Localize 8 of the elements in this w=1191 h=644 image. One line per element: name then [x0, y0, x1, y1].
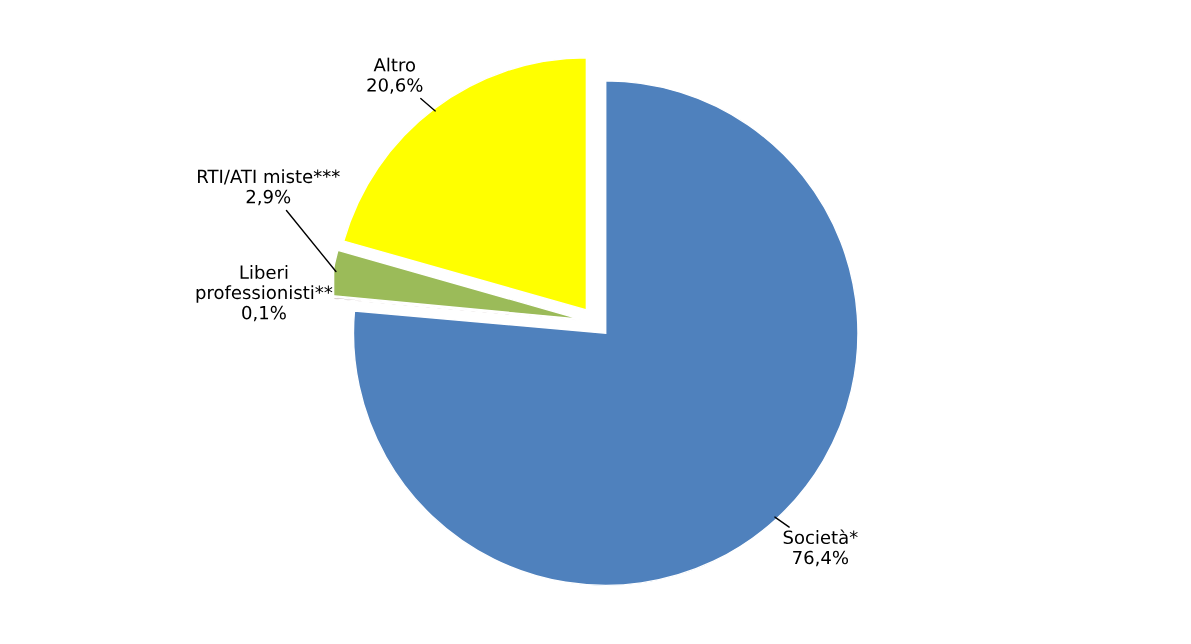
slice-label: Società*	[783, 529, 858, 545]
data-label: 0,1%	[242, 305, 286, 322]
slice-label: Altro	[373, 57, 416, 72]
data-label: 2,9%	[246, 189, 291, 206]
slice-label: Liberi professionisti**	[196, 265, 333, 303]
slice-label: RTI/ATI miste***	[198, 169, 340, 185]
data-label: 76,4%	[793, 550, 849, 567]
data-label: 20,6%	[367, 78, 423, 94]
